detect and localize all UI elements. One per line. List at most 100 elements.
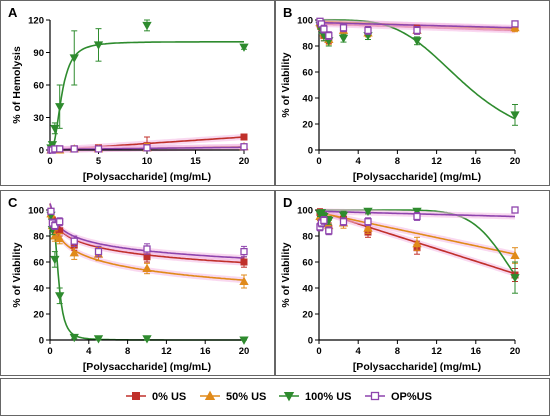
legend-item-us100: 100% US	[279, 391, 351, 403]
data-point	[93, 41, 104, 50]
x-tick-label: 4	[86, 346, 92, 357]
legend-label: OP%US	[391, 391, 432, 403]
panel-c: C 0 4 8 12 16 20 0 20 40 60 80 100 [Polysaccharide] (…	[0, 190, 275, 376]
data-point	[338, 211, 349, 221]
x-tick-label: 20	[239, 346, 250, 357]
data-point	[510, 274, 520, 283]
y-tick-label: 90	[33, 48, 44, 59]
series-us100	[315, 207, 520, 294]
panel-frame	[0, 0, 275, 186]
y-tick-label: 80	[302, 42, 313, 53]
data-point	[47, 141, 58, 150]
panel-letter: D	[283, 195, 292, 210]
data-point	[143, 245, 151, 253]
fit-line-us50	[318, 211, 516, 255]
series-op	[47, 143, 248, 154]
y-tick-label: 120	[28, 16, 44, 27]
y-tick-label: 20	[33, 310, 44, 321]
data-point	[364, 218, 372, 226]
panel-d: D 0 4 8 12 16 20 0 20 40 60 80 100 [Polysaccharide] (…	[275, 190, 550, 376]
legend-label: 50% US	[226, 391, 266, 403]
series-op	[47, 207, 248, 258]
data-point	[143, 144, 151, 152]
y-tick-label: 100	[28, 206, 44, 217]
x-tick-label: 12	[161, 346, 172, 357]
data-point	[69, 333, 79, 343]
y-tick-label: 60	[302, 258, 313, 269]
y-tick-label: 30	[33, 113, 44, 124]
data-point	[239, 276, 249, 285]
data-point	[325, 31, 333, 40]
data-point	[511, 20, 519, 28]
data-point	[47, 207, 55, 215]
data-point	[413, 212, 421, 221]
y-tick-label: 40	[302, 94, 313, 105]
data-point	[93, 335, 104, 344]
x-tick-label: 5	[96, 156, 102, 167]
y-tick-label: 40	[33, 284, 44, 295]
x-tick-label: 15	[190, 156, 201, 167]
data-point	[413, 26, 421, 35]
x-tick-label: 12	[431, 156, 442, 167]
data-points	[46, 19, 249, 154]
data-point	[50, 231, 60, 240]
data-point	[55, 233, 65, 243]
data-point	[142, 21, 152, 31]
x-tick-label: 8	[395, 156, 400, 167]
series-op	[316, 17, 519, 40]
x-tick-label: 0	[47, 346, 52, 357]
data-point	[320, 216, 328, 225]
data-point	[240, 258, 248, 266]
legend-label: 100% US	[305, 391, 351, 403]
y-tick-label: 100	[297, 206, 313, 217]
fit-line-us100	[49, 40, 244, 151]
panel-a: A 0 5 10 15 20 0 30 60 90 120 [Polysaccharide] (mg/…	[0, 0, 275, 186]
legend-marker	[370, 391, 380, 401]
y-axis-title: % of Viability	[280, 52, 292, 117]
data-point	[239, 43, 249, 52]
y-tick-label: 0	[39, 336, 44, 347]
series-us100	[315, 20, 520, 126]
x-axis-title: [Polysaccharide] (mg/mL)	[83, 361, 211, 373]
fit-curves	[49, 40, 245, 153]
panel-b: B 0 4 8 12 16 20 0 20 40 60 80 100 [Polysaccharide] (…	[275, 0, 550, 186]
y-tick-label: 20	[302, 310, 313, 321]
y-tick-label: 80	[33, 232, 44, 243]
y-tick-label: 0	[308, 146, 313, 157]
x-tick-label: 0	[316, 156, 321, 167]
x-axis-title: [Polysaccharide] (mg/mL)	[353, 171, 481, 183]
data-point	[142, 335, 152, 344]
data-point	[70, 145, 78, 153]
data-point	[325, 227, 333, 235]
data-point	[363, 207, 373, 217]
y-tick-label: 0	[39, 146, 44, 157]
panel-letter: B	[283, 5, 292, 20]
legend-frame	[0, 378, 550, 416]
y-tick-label: 80	[302, 232, 313, 243]
data-points	[315, 17, 520, 126]
legend-marker	[204, 390, 216, 400]
x-tick-label: 8	[125, 346, 130, 357]
y-axis-title: % of Hemolysis	[11, 46, 23, 124]
panel-letter: A	[8, 5, 18, 20]
x-tick-label: 16	[200, 346, 211, 357]
y-tick-label: 100	[297, 16, 313, 27]
data-point	[510, 250, 520, 259]
x-tick-label: 16	[471, 156, 482, 167]
data-point	[412, 37, 422, 46]
y-tick-label: 40	[302, 284, 313, 295]
legend-item-us50: 50% US	[200, 390, 266, 403]
data-point	[69, 54, 79, 63]
x-tick-label: 4	[356, 346, 362, 357]
data-point	[55, 103, 65, 112]
data-point	[50, 255, 60, 265]
x-axis-title: [Polysaccharide] (mg/mL)	[83, 171, 211, 183]
x-tick-label: 8	[395, 346, 400, 357]
data-point	[94, 247, 103, 256]
panel-frame	[0, 190, 275, 376]
data-point	[240, 143, 248, 151]
x-axis-title: [Polysaccharide] (mg/mL)	[353, 361, 481, 373]
y-tick-label: 20	[302, 120, 313, 131]
data-point	[338, 34, 349, 44]
data-point	[510, 111, 520, 120]
